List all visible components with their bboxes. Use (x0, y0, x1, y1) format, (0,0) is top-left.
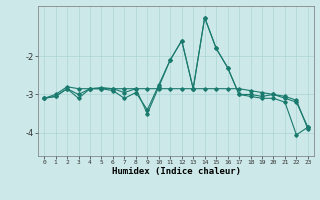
X-axis label: Humidex (Indice chaleur): Humidex (Indice chaleur) (111, 167, 241, 176)
